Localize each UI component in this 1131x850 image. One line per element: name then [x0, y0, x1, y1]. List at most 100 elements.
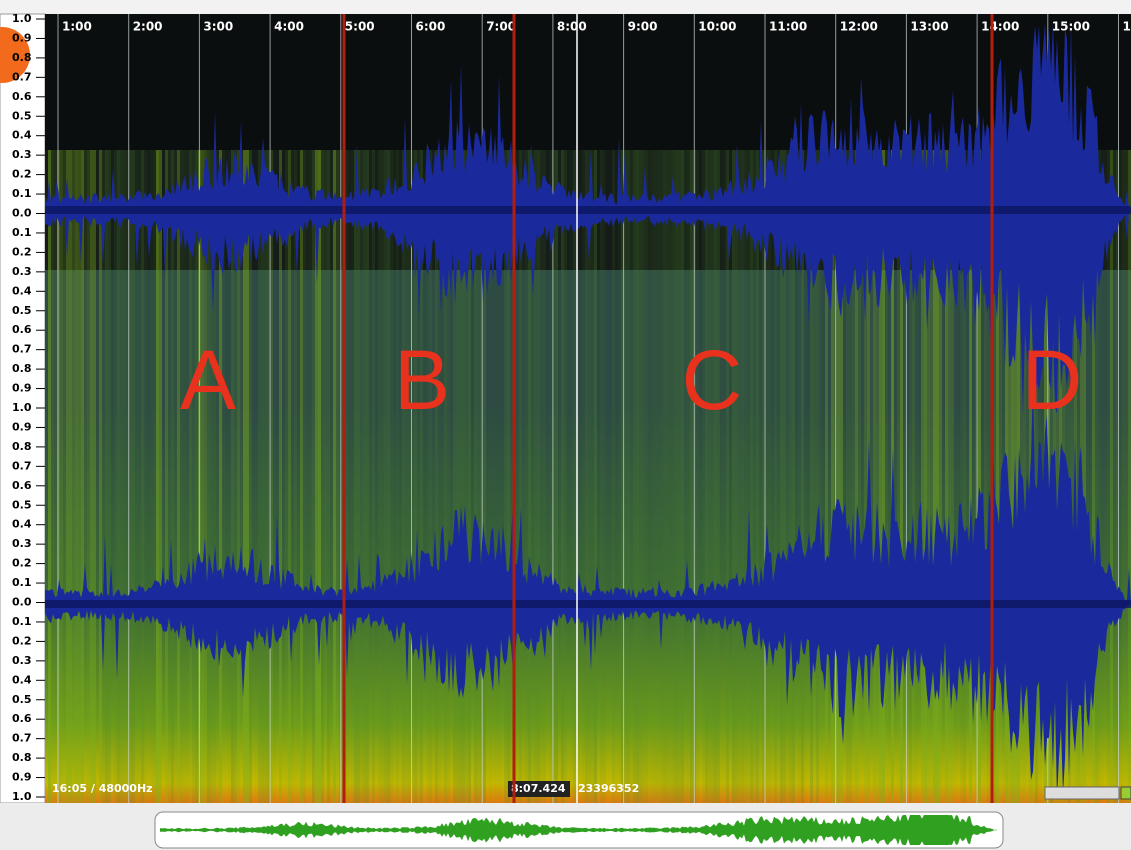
spectral-stripe — [735, 150, 738, 803]
spectral-stripe — [699, 150, 702, 803]
time-label: 1:00 — [62, 20, 92, 34]
spectral-stripe — [627, 150, 630, 803]
spectral-stripe — [687, 150, 690, 803]
amplitude-label: 0.9 — [12, 31, 32, 44]
spectral-stripe — [195, 150, 198, 803]
spectral-stripe — [384, 150, 387, 803]
spectrogram-top-dark — [45, 14, 1131, 154]
amplitude-label: 0.2 — [12, 634, 32, 647]
section-marker — [513, 14, 516, 803]
amplitude-label: 0.3 — [12, 148, 32, 161]
spectral-stripe — [303, 150, 306, 803]
time-label: 11:00 — [769, 20, 807, 34]
spectral-stripe — [675, 150, 678, 803]
spectral-stripe — [600, 150, 603, 803]
spectral-stripe — [594, 150, 597, 803]
spectral-stripe — [282, 150, 285, 803]
spectral-stripe — [561, 150, 564, 803]
time-label: 2:00 — [133, 20, 163, 34]
amplitude-label: 0.6 — [12, 712, 32, 725]
amplitude-label: 0.6 — [12, 90, 32, 103]
spectral-stripe — [141, 150, 144, 803]
time-label: 5:00 — [345, 20, 375, 34]
spectral-stripe — [378, 150, 381, 803]
spectral-stripe — [144, 150, 147, 803]
spectral-stripe — [630, 150, 633, 803]
spectral-stripe — [696, 150, 699, 803]
spectral-stripe — [111, 150, 114, 803]
time-label: 12:00 — [840, 20, 878, 34]
spectral-stripe — [690, 150, 693, 803]
spectral-stripe — [363, 150, 366, 803]
spectral-stripe — [582, 150, 585, 803]
spectral-stripe — [756, 150, 759, 803]
spectral-stripe — [123, 150, 126, 803]
section-label: B — [394, 333, 450, 427]
spectral-stripe — [708, 150, 711, 803]
status-duration: 16:05 / 48000Hz — [52, 782, 153, 795]
spectral-stripe — [744, 150, 747, 803]
spectral-stripe — [360, 150, 363, 803]
waveform-core — [45, 206, 1131, 214]
section-label: A — [180, 333, 236, 427]
amplitude-label: 0.7 — [12, 343, 32, 356]
spectral-stripe — [555, 150, 558, 803]
amplitude-label: 0.4 — [12, 129, 32, 142]
spectral-stripe — [666, 150, 669, 803]
time-label: 10:00 — [698, 20, 736, 34]
spectral-stripe — [168, 150, 171, 803]
spectral-stripe — [174, 150, 177, 803]
time-label: 6:00 — [416, 20, 446, 34]
spectral-stripe — [54, 150, 57, 803]
spectral-stripe — [603, 150, 606, 803]
amplitude-label: 0.1 — [12, 615, 32, 628]
spectral-stripe — [771, 150, 774, 803]
time-label: 4:00 — [274, 20, 304, 34]
spectral-stripe — [663, 150, 666, 803]
zoom-control[interactable] — [1045, 787, 1119, 799]
amplitude-label: 0.9 — [12, 420, 32, 433]
spectral-stripe — [285, 150, 288, 803]
spectral-stripe — [405, 150, 408, 803]
amplitude-label: 0.5 — [12, 109, 32, 122]
editor: 16:05 / 48000Hz 8:07.424 23396352 1:002:… — [0, 0, 1131, 850]
spectral-stripe — [177, 150, 180, 803]
amplitude-label: 0.7 — [12, 732, 32, 745]
spectral-stripe — [87, 150, 90, 803]
toolbar-strip — [0, 0, 1131, 14]
spectral-stripe — [741, 150, 744, 803]
amplitude-label: 0.3 — [12, 654, 32, 667]
spectral-stripe — [570, 150, 573, 803]
amplitude-label: 0.4 — [12, 518, 32, 531]
spectral-stripe — [408, 150, 411, 803]
spectral-stripe — [567, 150, 570, 803]
spectral-stripe — [558, 150, 561, 803]
waveform-core — [45, 600, 1131, 608]
time-label: 14:00 — [981, 20, 1019, 34]
spectral-stripe — [321, 150, 324, 803]
amplitude-label: 0.9 — [12, 382, 32, 395]
spectral-stripe — [156, 150, 159, 803]
amplitude-label: 0.4 — [12, 284, 32, 297]
amplitude-label: 0.5 — [12, 498, 32, 511]
spectral-stripe — [279, 150, 282, 803]
spectral-stripe — [375, 150, 378, 803]
spectral-stripe — [99, 150, 102, 803]
spectral-stripe — [681, 150, 684, 803]
spectral-stripe — [288, 150, 291, 803]
spectral-stripe — [390, 150, 393, 803]
amplitude-label: 0.5 — [12, 693, 32, 706]
spectral-stripe — [672, 150, 675, 803]
amplitude-label: 0.0 — [12, 207, 32, 220]
time-label: 8:00 — [557, 20, 587, 34]
spectral-stripe — [1119, 150, 1122, 803]
amplitude-label: 1.0 — [12, 12, 32, 25]
spectral-stripe — [63, 150, 66, 803]
spectral-stripe — [648, 150, 651, 803]
spectral-stripe — [153, 150, 156, 803]
amplitude-label: 0.1 — [12, 187, 32, 200]
amplitude-label: 0.6 — [12, 479, 32, 492]
spectral-stripe — [309, 150, 312, 803]
time-label: 9:00 — [628, 20, 658, 34]
spectral-stripe — [1113, 150, 1116, 803]
